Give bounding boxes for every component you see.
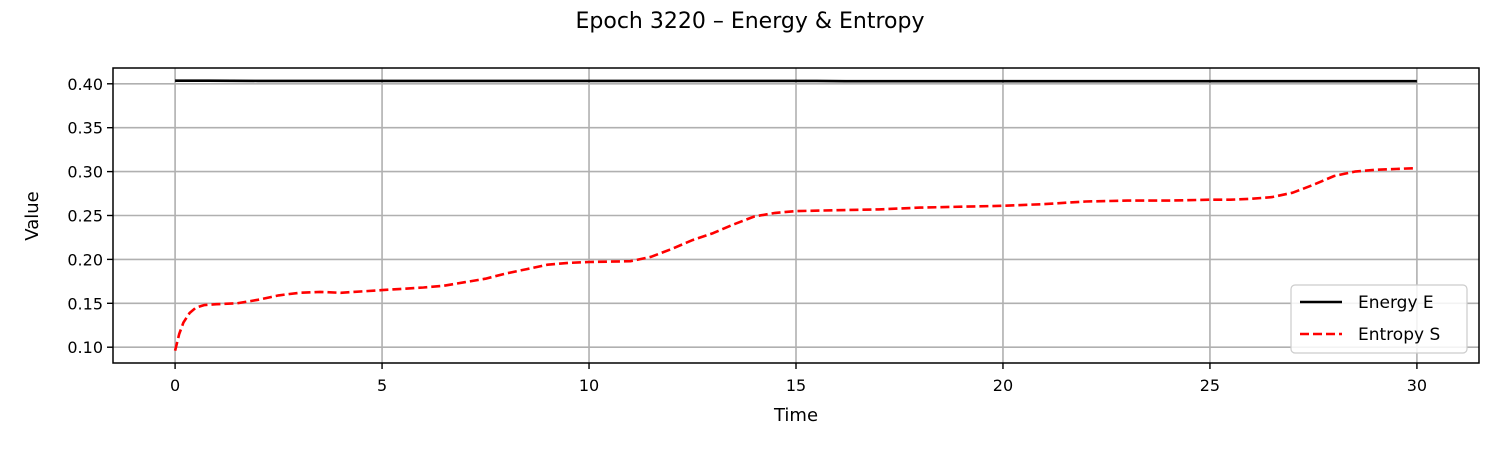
x-tick-label: 25 xyxy=(1200,376,1220,395)
series-line-entropy-s xyxy=(173,166,1417,352)
y-tick-label: 0.40 xyxy=(67,75,103,94)
x-tick-label: 10 xyxy=(579,376,599,395)
y-tick-label: 0.30 xyxy=(67,163,103,182)
x-tick-label: 0 xyxy=(170,376,180,395)
series-line-energy-e xyxy=(175,79,1417,83)
legend-label-energy-e: Energy E xyxy=(1358,293,1434,313)
grid xyxy=(113,68,1479,363)
y-tick-label: 0.25 xyxy=(67,207,103,226)
y-tick-label: 0.10 xyxy=(67,338,103,357)
plot-area xyxy=(173,79,1417,352)
legend-label-entropy-s: Entropy S xyxy=(1358,325,1440,345)
y-tick-label: 0.20 xyxy=(67,250,103,269)
chart-title: Epoch 3220 – Energy & Entropy xyxy=(576,9,925,34)
axis-ticks: 0 5 10 15 20 25 30 0.10 0.15 0.20 0.25 0.30 0.35 0.40 xyxy=(67,75,1427,395)
legend: Energy E Entropy S xyxy=(1290,284,1468,354)
y-tick-label: 0.35 xyxy=(67,119,103,138)
x-tick-label: 15 xyxy=(786,376,806,395)
x-tick-label: 30 xyxy=(1407,376,1427,395)
x-axis-label: Time xyxy=(773,405,818,426)
x-tick-label: 5 xyxy=(377,376,387,395)
y-tick-label: 0.15 xyxy=(67,294,103,313)
x-tick-label: 20 xyxy=(993,376,1013,395)
y-axis-label: Value xyxy=(22,191,43,240)
